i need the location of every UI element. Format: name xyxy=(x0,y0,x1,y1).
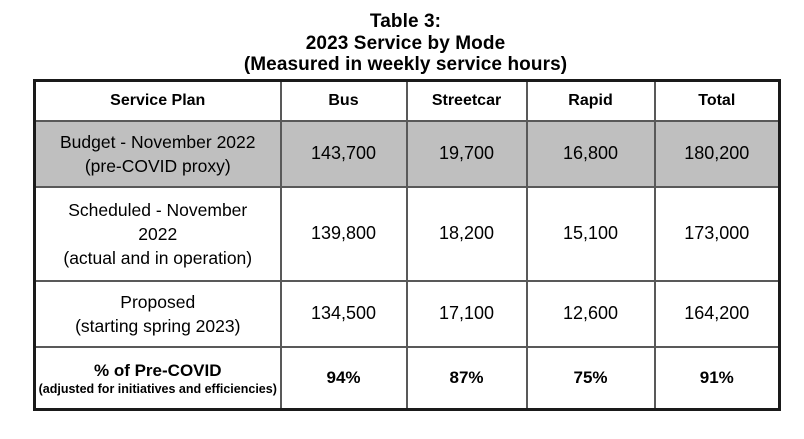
cell-percent-bus: 94% xyxy=(279,345,408,411)
cell-scheduled-bus: 139,800 xyxy=(279,185,408,282)
cell-budget-bus: 143,700 xyxy=(279,119,408,188)
cell-budget-rapid: 16,800 xyxy=(525,119,656,188)
cell-scheduled-streetcar: 18,200 xyxy=(405,185,528,282)
cell-budget-streetcar: 19,700 xyxy=(405,119,528,188)
row-scheduled-label-line-3: (actual and in operation) xyxy=(63,247,253,268)
header-row: Service Plan Bus Streetcar Rapid Total xyxy=(33,79,781,122)
table-title: Table 3: 2023 Service by Mode (Measured … xyxy=(33,11,778,76)
header-streetcar: Streetcar xyxy=(405,79,528,122)
title-line-3: (Measured in weekly service hours) xyxy=(243,54,568,75)
row-scheduled-november-2022: Scheduled - November 2022 (actual and in… xyxy=(33,185,781,282)
row-scheduled-label: Scheduled - November 2022 (actual and in… xyxy=(33,185,282,282)
title-line-1: Table 3: xyxy=(369,11,442,32)
row-percent-of-pre-covid: % of Pre-COVID (adjusted for initiatives… xyxy=(33,345,781,411)
row-budget-label-line-1: Budget - November 2022 xyxy=(59,131,256,152)
cell-percent-streetcar: 87% xyxy=(405,345,528,411)
header-rapid: Rapid xyxy=(525,79,656,122)
cell-budget-total: 180,200 xyxy=(653,119,781,188)
row-percent-label: % of Pre-COVID (adjusted for initiatives… xyxy=(33,345,282,411)
cell-proposed-rapid: 12,600 xyxy=(525,279,656,348)
cell-scheduled-rapid: 15,100 xyxy=(525,185,656,282)
row-proposed-label-line-2: (starting spring 2023) xyxy=(75,315,241,336)
row-proposed: Proposed (starting spring 2023) 134,500 … xyxy=(33,279,781,348)
row-percent-label-line-2: (adjusted for initiatives and efficienci… xyxy=(38,381,277,396)
row-budget-label-line-2: (pre-COVID proxy) xyxy=(84,155,231,176)
row-percent-label-line-1: % of Pre-COVID xyxy=(93,360,222,380)
row-budget-label: Budget - November 2022 (pre-COVID proxy) xyxy=(33,119,282,188)
cell-proposed-total: 164,200 xyxy=(653,279,781,348)
header-total: Total xyxy=(653,79,781,122)
header-service-plan: Service Plan xyxy=(33,79,282,122)
row-proposed-label: Proposed (starting spring 2023) xyxy=(33,279,282,348)
header-bus: Bus xyxy=(279,79,408,122)
cell-proposed-streetcar: 17,100 xyxy=(405,279,528,348)
cell-percent-rapid: 75% xyxy=(525,345,656,411)
service-by-mode-table: Service Plan Bus Streetcar Rapid Total B… xyxy=(33,79,781,411)
cell-scheduled-total: 173,000 xyxy=(653,185,781,282)
title-line-2: 2023 Service by Mode xyxy=(305,32,506,54)
row-proposed-label-line-1: Proposed xyxy=(120,291,196,312)
row-scheduled-label-line-1: Scheduled - November xyxy=(68,199,248,220)
row-scheduled-label-line-2: 2022 xyxy=(138,223,178,244)
cell-proposed-bus: 134,500 xyxy=(279,279,408,348)
cell-percent-total: 91% xyxy=(653,345,781,411)
row-budget-november-2022: Budget - November 2022 (pre-COVID proxy)… xyxy=(33,119,781,188)
